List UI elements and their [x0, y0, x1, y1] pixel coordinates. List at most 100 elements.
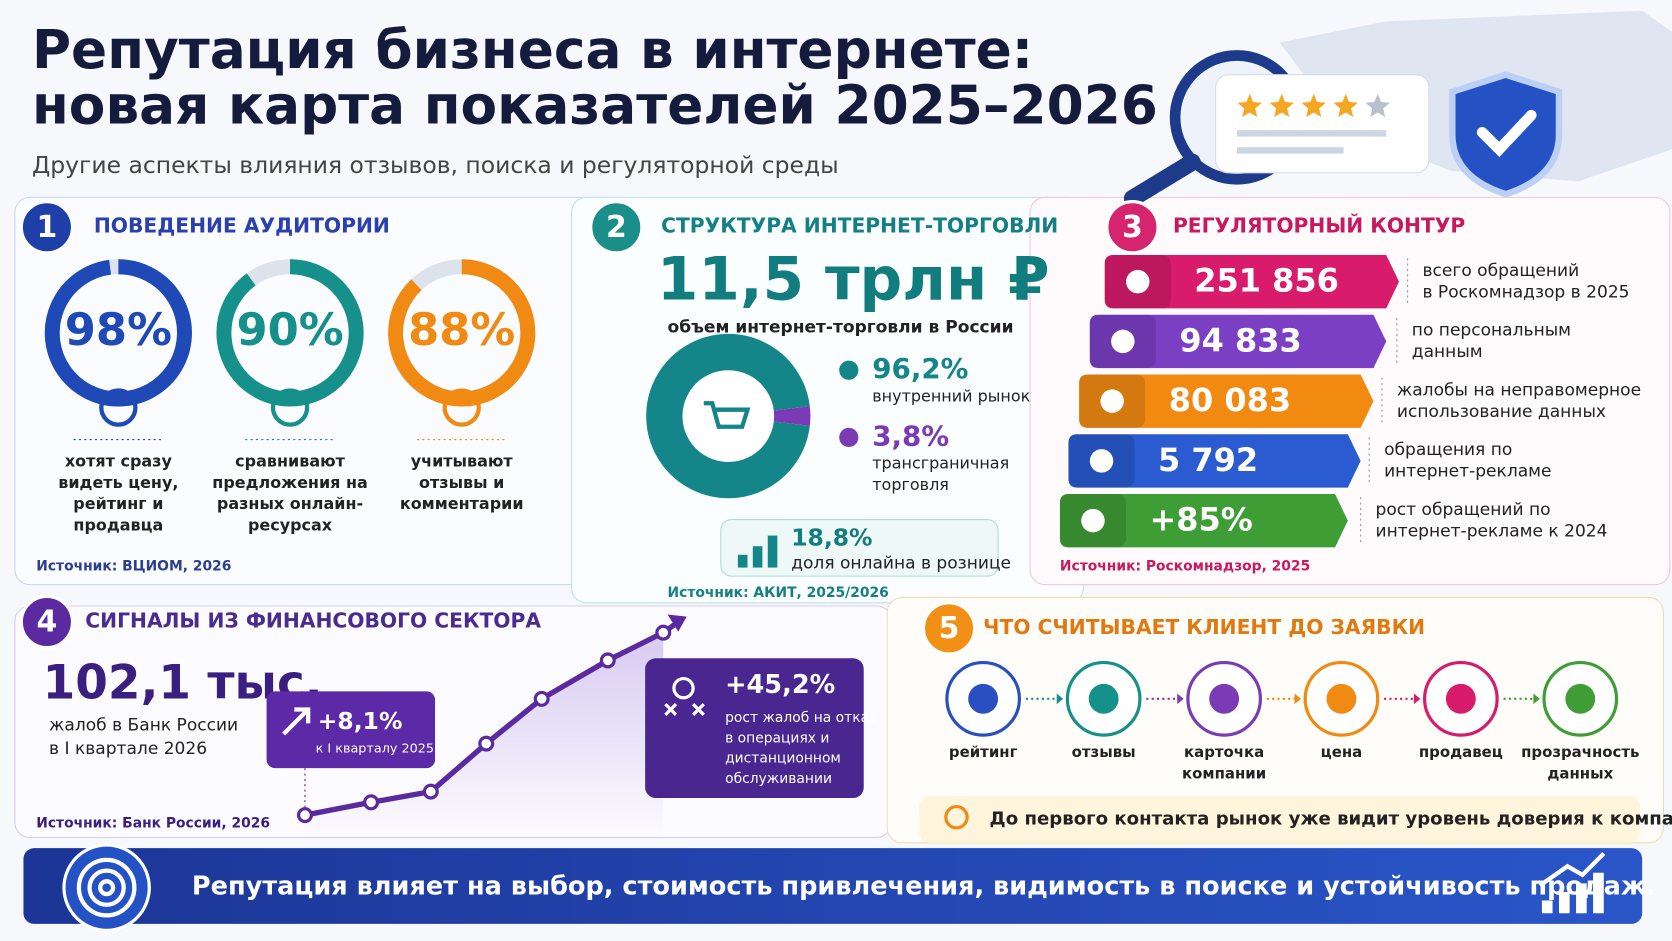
row-bar — [1089, 314, 1387, 369]
item-text: разных онлайн- — [217, 494, 363, 513]
step-label: карточка — [1184, 743, 1264, 761]
trend-area — [304, 632, 664, 838]
big-text: жалоб в Банк России — [49, 715, 238, 735]
source: Источник: Роскомнадзор, 2025 — [1060, 559, 1310, 575]
row-bar — [1104, 254, 1400, 309]
title-line: новая карта показателей 2025–2026 — [32, 73, 1158, 136]
item-icon — [442, 388, 481, 427]
step-icon — [1326, 683, 1357, 714]
star-icon — [1333, 93, 1358, 118]
target-ring — [98, 879, 116, 897]
share-text: внутренний рынок — [872, 386, 1030, 405]
row-text: рост обращений по — [1376, 500, 1551, 520]
step-label: данных — [1547, 765, 1613, 783]
step-icon — [1565, 683, 1596, 714]
footer-bar-icon — [1541, 900, 1553, 914]
share-text: трансграничная — [872, 454, 1009, 473]
step-icon — [1209, 683, 1240, 714]
row-bar — [1068, 434, 1361, 488]
footer-arrow-icon — [1538, 852, 1606, 888]
target-ring — [87, 868, 126, 907]
callout-box — [645, 658, 864, 799]
star-icon — [1269, 93, 1294, 118]
note: До первого контакта рынок уже видит уров… — [990, 808, 1672, 829]
step-arrow — [1177, 693, 1184, 705]
row-icon — [1126, 269, 1150, 294]
section-number: 5 — [939, 611, 960, 646]
star-icon — [1237, 93, 1262, 118]
percent-label: 88% — [408, 303, 515, 356]
item-text: отзывы и — [419, 473, 504, 492]
row-icon — [1100, 389, 1124, 413]
step-label: компании — [1182, 765, 1266, 783]
online-label: 18,8% — [791, 523, 872, 551]
source: Источник: ВЦИОМ, 2026 — [36, 559, 231, 575]
row-text: интернет-рекламе — [1384, 462, 1551, 482]
percent-label: 98% — [65, 303, 172, 356]
item-text: сравнивают — [235, 451, 345, 470]
row-value: 80 083 — [1169, 381, 1291, 419]
row-text: по персональным — [1412, 321, 1571, 341]
item-text: рейтинг и — [73, 494, 163, 513]
row-text: обращения по — [1384, 440, 1512, 460]
title-line: Репутация бизнеса в интернете: — [32, 18, 1033, 81]
row-text: использование данных — [1397, 402, 1606, 422]
section-title: СИГНАЛЫ ИЗ ФИНАНСОВОГО СЕКТОРА — [85, 608, 541, 632]
row-text: всего обращений — [1422, 261, 1579, 281]
item-text: продавца — [73, 515, 163, 534]
big-number: 11,5 трлн ₽ — [657, 245, 1050, 314]
row-icon — [1111, 329, 1135, 354]
cart-bg — [683, 371, 774, 461]
item-text: видеть цену, — [58, 473, 178, 492]
row-text: интернет-рекламе к 2024 — [1376, 521, 1608, 541]
lamp-icon — [944, 804, 969, 830]
ring-arc — [216, 259, 364, 407]
bar-icon — [752, 546, 763, 568]
footer-bar — [23, 848, 1643, 924]
share-text: торговля — [872, 475, 949, 494]
online-box — [720, 519, 999, 577]
section-number: 4 — [37, 605, 58, 640]
section-title: СТРУКТУРА ИНТЕРНЕТ-ТОРГОВЛИ — [661, 214, 1058, 238]
trend-arrow — [667, 614, 687, 632]
section-badge — [19, 594, 75, 650]
item-text: комментарии — [400, 494, 524, 513]
section-badge — [19, 200, 75, 255]
row-text: данным — [1412, 342, 1483, 362]
callout-label: +8,1% — [318, 707, 403, 735]
row-bar — [1059, 493, 1348, 548]
callout-text: дистанционном — [725, 751, 841, 767]
online-text: доля онлайна в рознице — [791, 553, 1011, 573]
star-icon — [1365, 93, 1390, 118]
step-icon — [1088, 683, 1119, 714]
section-number: 2 — [606, 210, 627, 245]
step-arrow — [1413, 693, 1421, 705]
step-label: отзывы — [1072, 743, 1136, 761]
section-title: ЧТО СЧИТЫВАЕТ КЛИЕНТ ДО ЗАЯВКИ — [983, 615, 1425, 639]
section-badge — [921, 601, 977, 656]
legend-dot — [839, 360, 859, 380]
trend-point — [599, 652, 616, 669]
step-label: цена — [1321, 743, 1363, 761]
callout-text: рост жалоб на отказ — [725, 710, 876, 726]
donut-segment — [646, 333, 810, 499]
trend-point — [363, 794, 380, 811]
bar-icon — [767, 535, 778, 568]
row-value: 94 833 — [1179, 321, 1301, 359]
step-label: рейтинг — [949, 743, 1018, 761]
step-icon — [1445, 683, 1476, 714]
footer-bar-icon — [1558, 891, 1570, 914]
section-title: РЕГУЛЯТОРНЫЙ КОНТУР — [1173, 214, 1465, 238]
ring-arc — [388, 259, 536, 407]
share-label: 3,8% — [872, 419, 949, 452]
caption: объем интернет-торговли в России — [668, 318, 1014, 338]
step-arrow — [1056, 693, 1064, 705]
legend-dot — [839, 427, 859, 448]
callout-arrow — [282, 707, 311, 736]
row-value: +85% — [1150, 501, 1253, 539]
item-text: учитывают — [411, 451, 514, 470]
source: Источник: АКИТ, 2025/2026 — [668, 585, 889, 601]
callout-label: +45,2% — [725, 670, 835, 700]
